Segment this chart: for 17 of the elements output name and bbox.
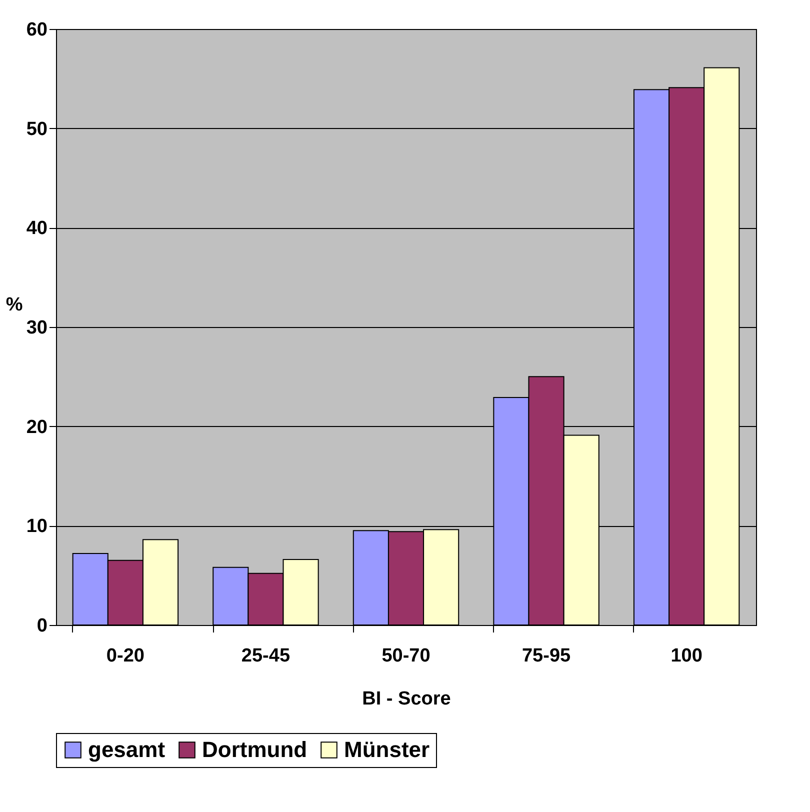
- x-axis-title: BI - Score: [362, 688, 451, 710]
- y-tick-label: 20: [26, 416, 48, 438]
- x-tick-label: 25-45: [241, 646, 290, 666]
- y-tick-label: 30: [26, 318, 48, 338]
- x-tick-label: 0-20: [106, 646, 144, 666]
- y-tick-label: 50: [26, 118, 48, 140]
- y-axis-title: %: [6, 294, 23, 316]
- x-tick-label: 50-70: [382, 646, 430, 666]
- legend-label: Münster: [344, 737, 430, 762]
- legend-label: Dortmund: [202, 737, 308, 762]
- y-tick-label: 40: [26, 218, 48, 240]
- y-tick-label: 0: [36, 616, 48, 636]
- legend-label: gesamt: [88, 737, 166, 762]
- y-tick-label: 60: [26, 20, 48, 40]
- x-tick-label: 100: [670, 646, 702, 666]
- x-tick-label: 75-95: [522, 646, 572, 666]
- y-tick-label: 10: [26, 516, 48, 538]
